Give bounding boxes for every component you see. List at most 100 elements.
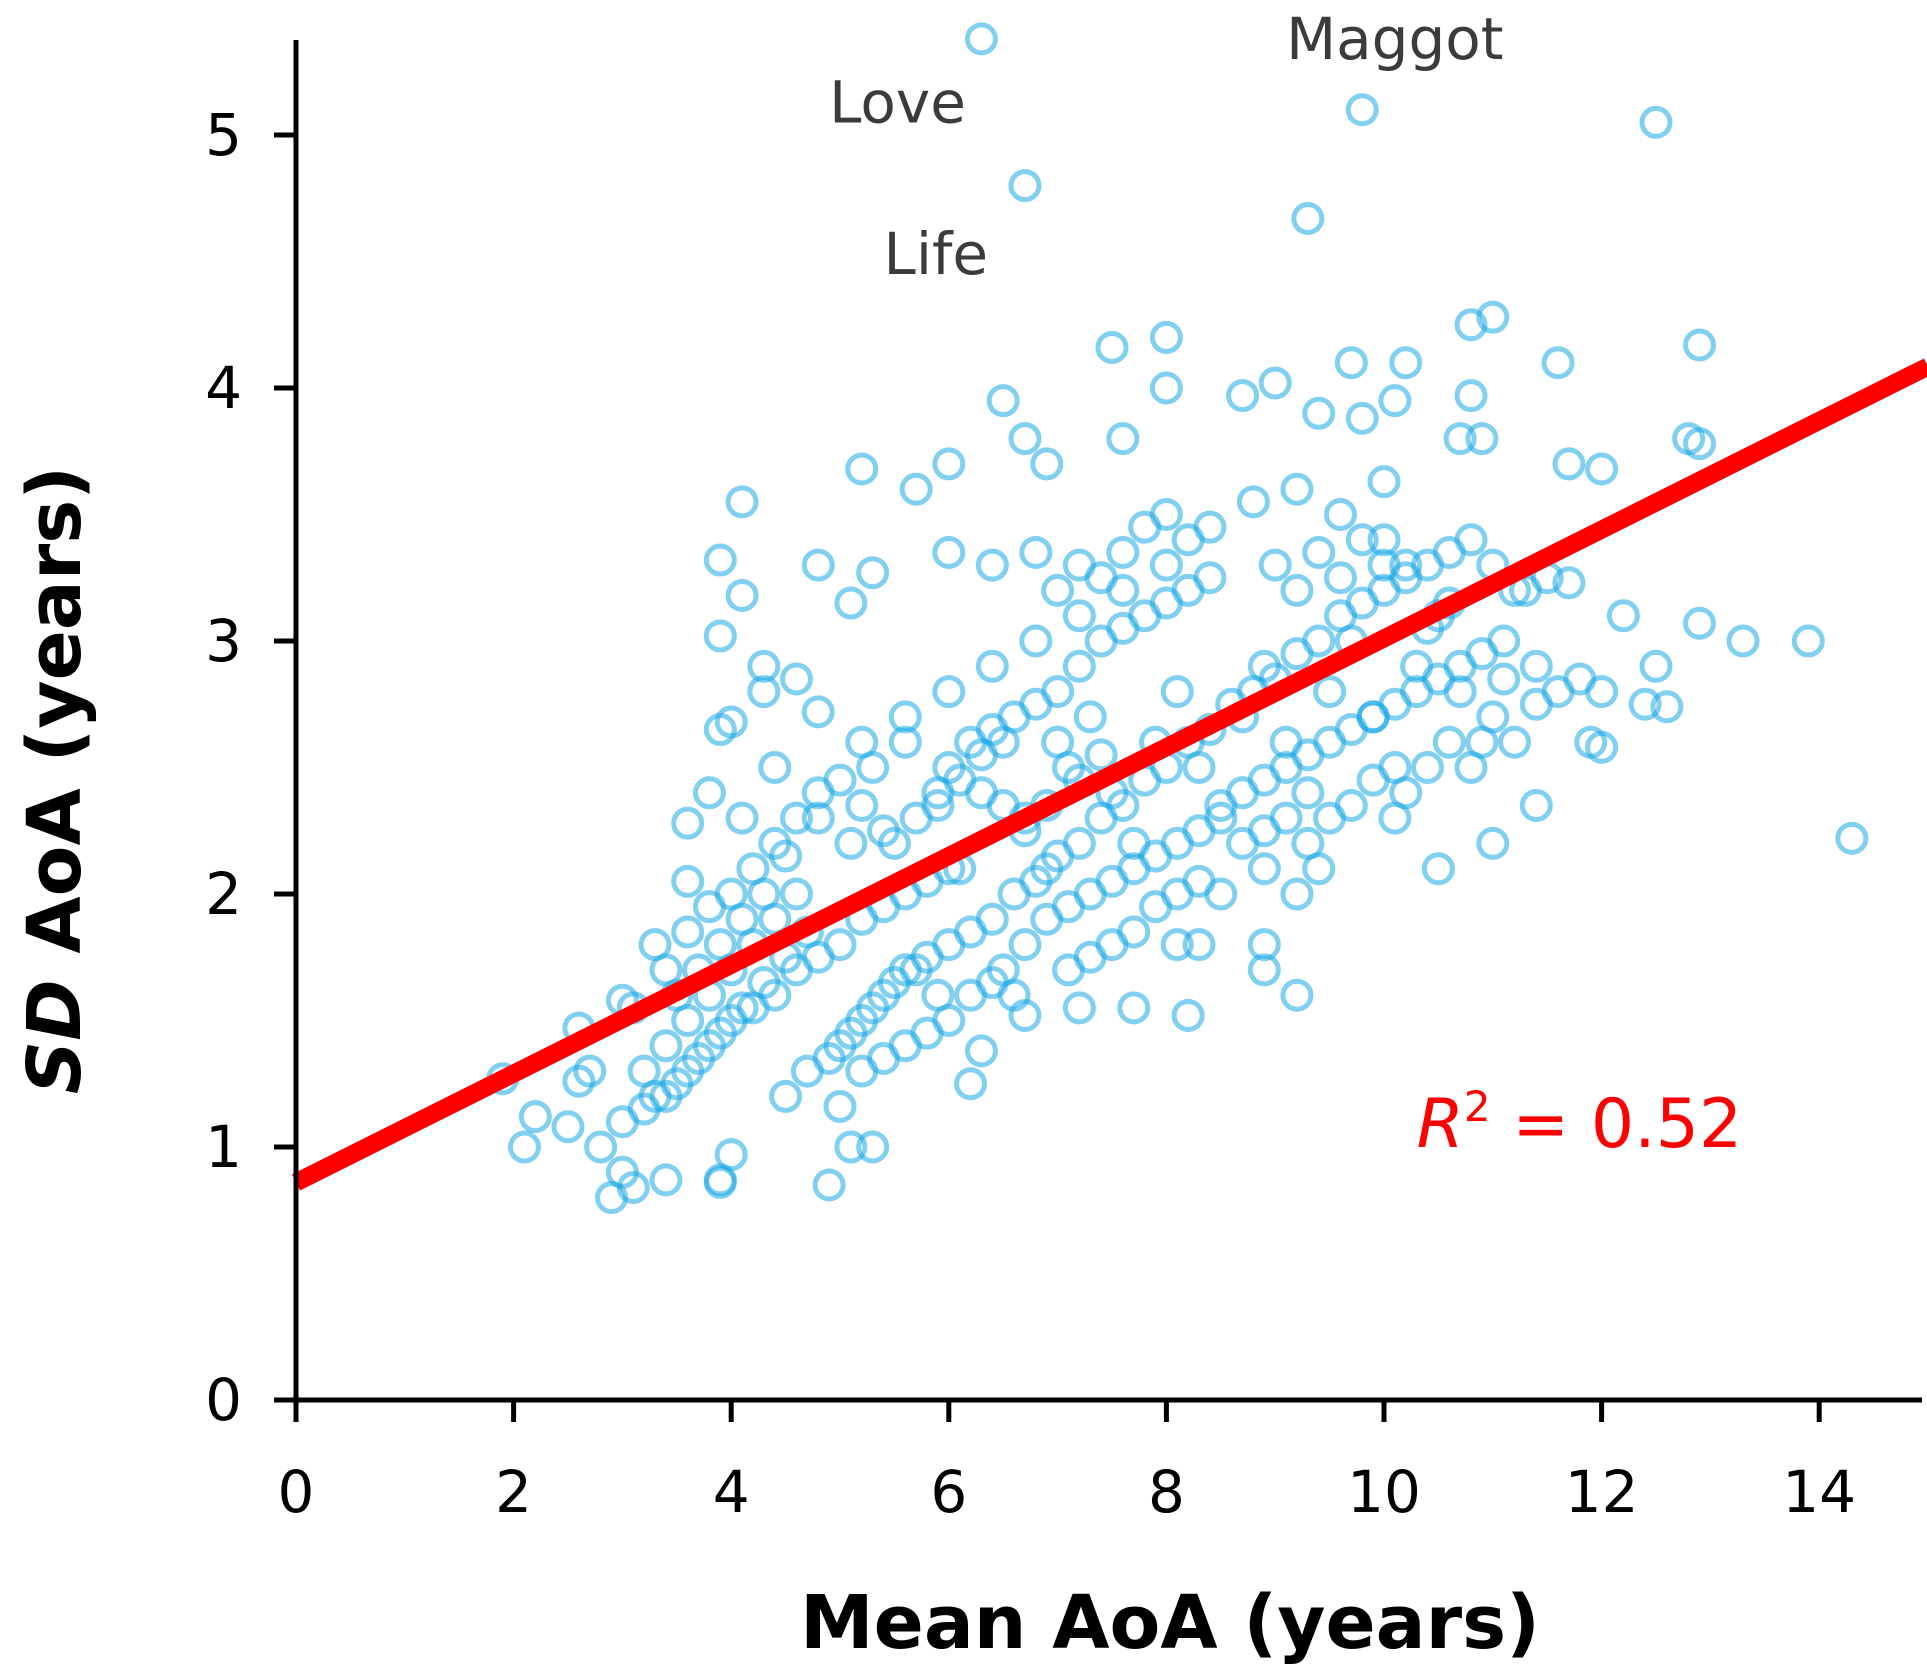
data-point <box>747 877 781 911</box>
r-squared-label: R2 = 0.52 <box>1417 1082 1743 1164</box>
data-point <box>1313 675 1347 709</box>
data-point <box>692 890 726 924</box>
y-tick-label: 2 <box>205 860 242 928</box>
y-axis-title: SD AoA (years) <box>12 466 98 1094</box>
data-point <box>1280 472 1314 506</box>
point-annotation: Love <box>829 68 966 136</box>
y-tick-label: 4 <box>205 354 242 422</box>
y-tick-label: 0 <box>205 1366 242 1434</box>
data-point <box>1541 346 1575 380</box>
data-point <box>943 763 977 797</box>
data-point <box>899 953 933 987</box>
data-point <box>518 1100 552 1134</box>
data-point <box>671 806 705 840</box>
data-point <box>507 1130 541 1164</box>
point-annotation: Maggot <box>1286 5 1503 73</box>
data-point <box>1149 548 1183 582</box>
data-point <box>1345 93 1379 127</box>
data-point <box>1454 308 1488 342</box>
data-point <box>1291 776 1325 810</box>
data-point <box>1683 606 1717 640</box>
data-point <box>1585 730 1619 764</box>
data-point <box>1835 821 1869 855</box>
data-point <box>1084 738 1118 772</box>
data-point <box>1683 427 1717 461</box>
data-point <box>1008 169 1042 203</box>
data-point <box>1411 751 1445 784</box>
data-point <box>1291 201 1325 235</box>
data-point <box>769 1079 803 1113</box>
data-point <box>1019 864 1053 898</box>
data-point <box>1051 953 1085 987</box>
data-point <box>584 1130 618 1164</box>
data-point <box>703 619 737 653</box>
data-point <box>1160 675 1194 709</box>
r-squared-symbol: R <box>1417 1085 1464 1164</box>
data-point <box>1258 366 1292 400</box>
data-point <box>1432 725 1466 759</box>
data-point <box>834 586 868 620</box>
data-point <box>1476 300 1510 334</box>
data-point <box>1247 852 1281 886</box>
data-point <box>1487 662 1521 696</box>
data-point <box>1062 599 1096 633</box>
data-point <box>1030 447 1064 481</box>
x-tick-label: 2 <box>495 1458 532 1526</box>
data-point <box>823 928 857 962</box>
data-point <box>1465 637 1499 671</box>
data-point <box>725 902 759 936</box>
data-point <box>671 915 705 949</box>
data-point <box>1008 422 1042 456</box>
data-point <box>1247 928 1281 962</box>
data-point <box>747 675 781 709</box>
data-point <box>692 1029 726 1063</box>
data-point <box>1062 649 1096 683</box>
data-point <box>964 1034 998 1068</box>
data-point <box>1019 624 1053 658</box>
r-squared-exponent: 2 <box>1464 1082 1491 1131</box>
data-point <box>1454 379 1488 413</box>
data-point <box>605 1155 639 1189</box>
data-point <box>1498 725 1532 759</box>
data-point <box>975 649 1009 683</box>
data-point <box>801 548 835 582</box>
data-point <box>801 801 835 835</box>
data-point <box>1106 788 1140 822</box>
r-squared-value: = 0.52 <box>1491 1085 1743 1164</box>
data-point <box>1585 452 1619 486</box>
data-point <box>1454 523 1488 557</box>
data-point <box>1454 751 1488 784</box>
data-point <box>1356 763 1390 797</box>
data-point <box>845 725 879 759</box>
data-point <box>1683 328 1717 362</box>
data-point <box>1791 624 1825 658</box>
data-point <box>964 22 998 56</box>
data-point <box>975 548 1009 582</box>
data-point <box>1519 788 1553 822</box>
data-point <box>779 877 813 911</box>
data-point <box>834 826 868 860</box>
data-point <box>1302 624 1336 658</box>
data-point <box>1541 675 1575 709</box>
data-point <box>1117 915 1151 949</box>
data-point <box>1182 928 1216 962</box>
data-point <box>1345 523 1379 557</box>
data-point <box>747 649 781 683</box>
data-point <box>1291 826 1325 860</box>
data-point <box>1236 485 1270 519</box>
annotations-layer: Maggot Love Life <box>829 5 1503 288</box>
data-point <box>758 978 792 1012</box>
data-point <box>975 902 1009 936</box>
data-point <box>1019 535 1053 569</box>
data-point <box>1639 105 1673 139</box>
data-point <box>954 1067 988 1101</box>
data-point <box>856 991 890 1025</box>
data-point <box>1552 447 1586 481</box>
data-point <box>986 384 1020 418</box>
data-point <box>856 1130 890 1164</box>
data-point <box>1171 998 1205 1032</box>
data-point <box>932 535 966 569</box>
data-point <box>703 543 737 577</box>
